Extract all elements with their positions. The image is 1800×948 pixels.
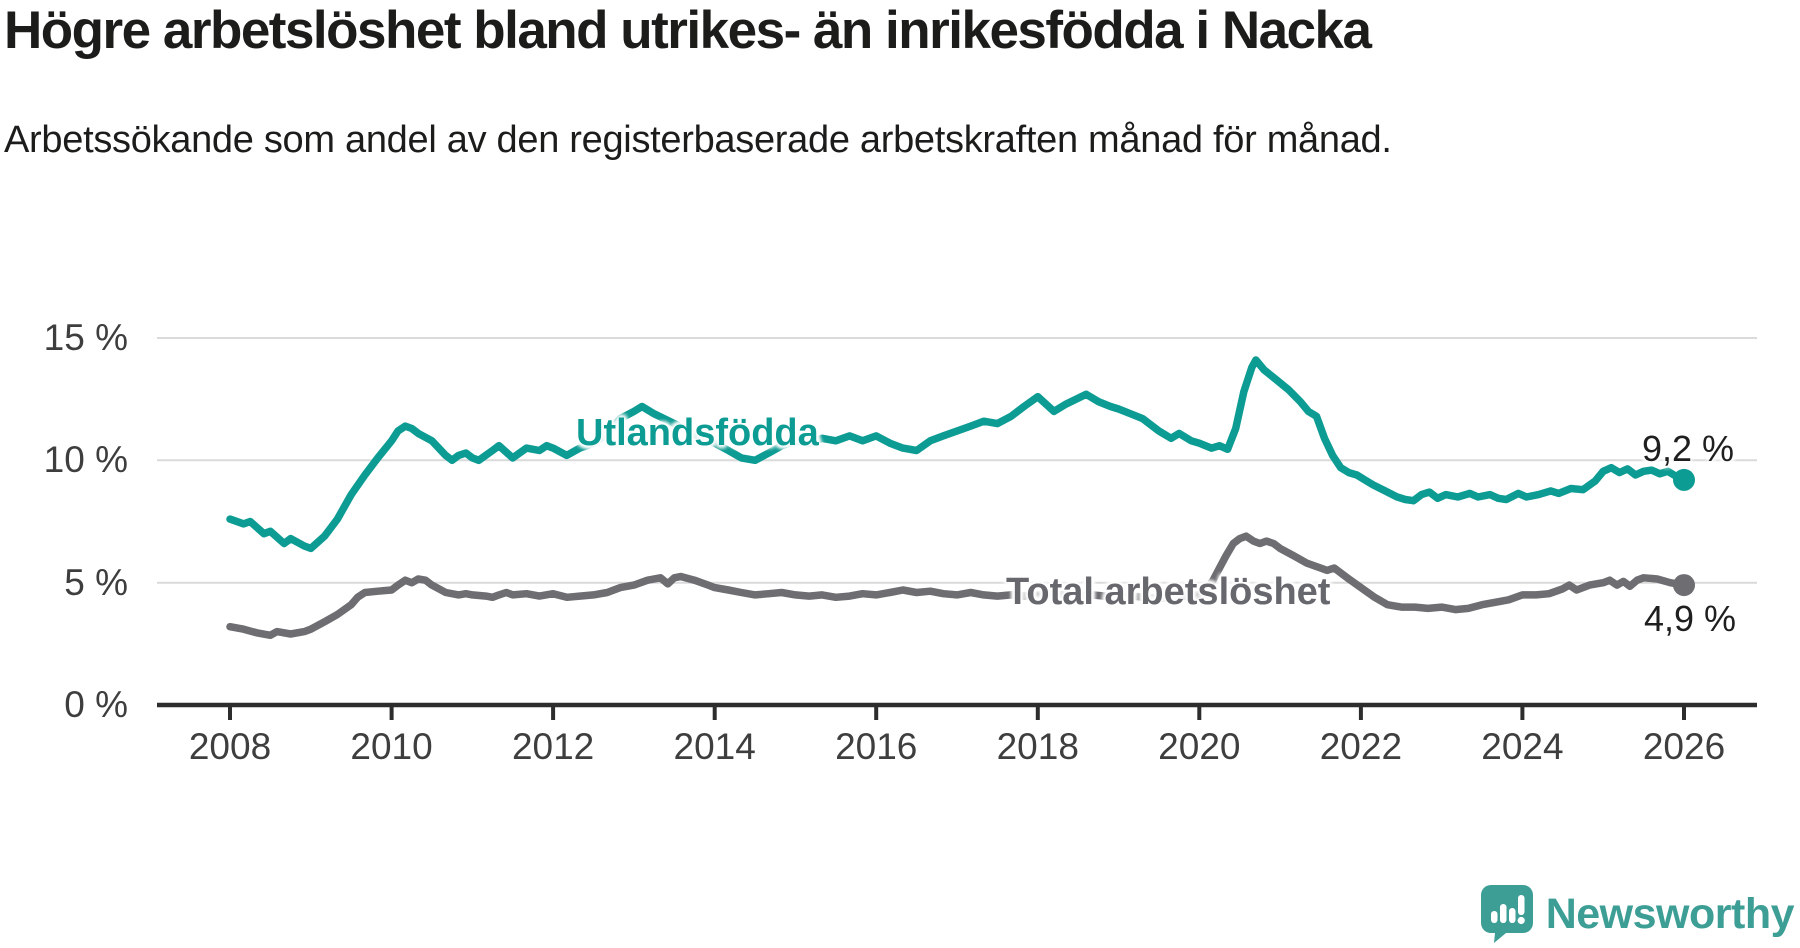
x-axis-tick-label: 2012	[511, 726, 595, 767]
series-end-dot-1	[1673, 574, 1695, 597]
x-axis-tick-label: 2016	[835, 726, 918, 767]
x-axis-tick-label: 2026	[1642, 726, 1726, 767]
series-label-utlandsfodda: Utlandsfödda	[576, 412, 819, 454]
chart-title: Högre arbetslöshet bland utrikes- än inr…	[4, 1, 1372, 60]
y-axis-tick-label: 0 %	[64, 684, 128, 725]
x-axis-tick-label: 2014	[673, 726, 756, 767]
x-axis-tick-label: 2022	[1319, 726, 1403, 767]
newsworthy-logo-icon	[1480, 884, 1534, 944]
series-line-0	[226, 356, 1688, 553]
y-axis-tick-label: 5 %	[64, 561, 128, 603]
newsworthy-logo: Newsworthy	[1480, 884, 1795, 944]
newsworthy-brand-text: Newsworthy	[1545, 889, 1795, 938]
x-axis-tick-label: 2018	[996, 726, 1079, 767]
y-axis-tick-label: 15 %	[43, 317, 128, 358]
x-axis-tick-label: 2024	[1481, 726, 1564, 767]
series-line-1	[226, 532, 1688, 640]
series-label-total-arbetsloshet: Total arbetslöshet	[1006, 571, 1331, 613]
end-value-label-utlandsfodda: 9,2 %	[1642, 428, 1735, 469]
chart-subtitle: Arbetssökande som andel av den registerb…	[4, 119, 1392, 161]
y-axis-tick-label: 10 %	[43, 439, 128, 481]
x-axis-tick-label: 2020	[1158, 726, 1241, 767]
series-end-dot-0	[1673, 468, 1695, 491]
x-axis-tick-label: 2010	[350, 726, 433, 767]
x-axis-tick-label: 2008	[188, 726, 272, 767]
end-value-label-total: 4,9 %	[1644, 598, 1737, 639]
